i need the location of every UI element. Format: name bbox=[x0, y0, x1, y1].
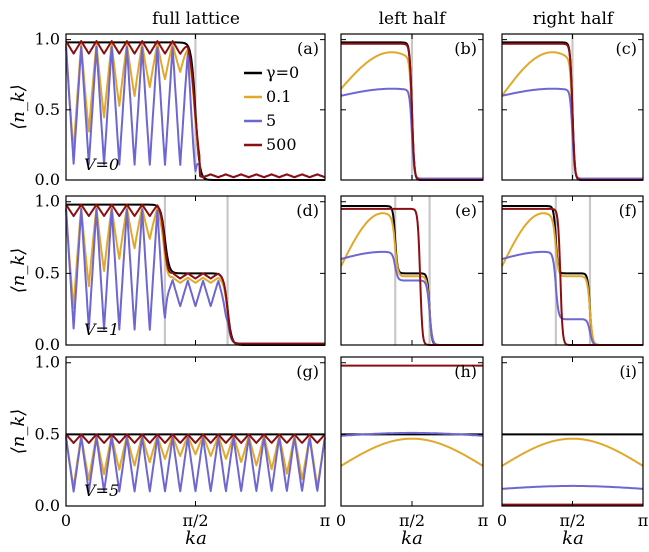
panel-label: (c) bbox=[616, 39, 637, 58]
panel-label: (b) bbox=[454, 39, 477, 58]
series-line-0.1 bbox=[501, 437, 644, 467]
x-tick-label: 0 bbox=[497, 511, 507, 530]
series-line-5 bbox=[65, 436, 326, 493]
panel-label: (i) bbox=[619, 362, 637, 381]
y-tick-label: 1.0 bbox=[35, 353, 60, 372]
v-label: V=1 bbox=[84, 320, 119, 339]
column-title-right-half: right half bbox=[533, 9, 615, 29]
series-line-5 bbox=[340, 250, 484, 346]
legend-label: 5 bbox=[266, 111, 276, 130]
column-title-full-lattice: full lattice bbox=[152, 9, 240, 29]
y-axis-label: ⟨n_k⟩ bbox=[8, 84, 29, 130]
panel-label: (d) bbox=[296, 201, 319, 220]
y-tick-label: 0.0 bbox=[35, 496, 60, 515]
legend-label: 0.1 bbox=[266, 87, 291, 106]
panel-label: (g) bbox=[296, 362, 319, 381]
y-tick-label: 0.5 bbox=[35, 100, 60, 119]
series-line-0.1 bbox=[340, 212, 484, 346]
x-tick-label: π/2 bbox=[399, 511, 425, 530]
panel-h: 0 π/2 π (h) bbox=[336, 356, 489, 530]
series-line-5 bbox=[340, 431, 484, 437]
panel-a: 0.0 0.5 1.0 (a) V=0 ⟨n_k⟩ bbox=[8, 30, 326, 189]
series-line-500 bbox=[65, 433, 326, 444]
x-tick-label: π bbox=[638, 511, 649, 530]
y-tick-label: 0.5 bbox=[35, 424, 60, 443]
panel-g: 0.0 0.5 1.0 0 π/2 π (g) V=5 ⟨n_k⟩ bbox=[8, 353, 330, 530]
x-axis-label-col2: ka bbox=[401, 528, 423, 549]
y-tick-label: 0.0 bbox=[35, 170, 60, 189]
panel-label: (a) bbox=[297, 39, 319, 58]
panel-grid: 0.0 0.5 1.0 (a) V=0 ⟨n_k⟩ (b) (c) 0.0 0.5 1.0 (d) V=… bbox=[8, 30, 648, 530]
panel-b: (b) bbox=[340, 33, 484, 181]
series-line-5 bbox=[501, 484, 644, 490]
y-tick-label: 1.0 bbox=[35, 30, 60, 49]
v-label: V=5 bbox=[84, 481, 119, 500]
series-line-0.1 bbox=[501, 212, 644, 346]
y-tick-label: 0.5 bbox=[35, 263, 60, 282]
panel-f: (f) bbox=[501, 195, 644, 346]
panel-label: (e) bbox=[455, 201, 477, 220]
legend-label: γ=0 bbox=[266, 63, 299, 82]
x-tick-label: π bbox=[320, 511, 331, 530]
y-tick-label: 1.0 bbox=[35, 192, 60, 211]
panel-c: (c) bbox=[501, 33, 644, 181]
series-line-500 bbox=[65, 40, 326, 179]
x-tick-label: 0 bbox=[61, 511, 71, 530]
x-tick-label: π bbox=[478, 511, 489, 530]
panel-label: (f) bbox=[619, 201, 637, 220]
y-tick-label: 0.0 bbox=[35, 335, 60, 354]
legend-label: 500 bbox=[266, 135, 297, 154]
series-line-500 bbox=[65, 203, 326, 345]
panel-label: (h) bbox=[454, 362, 477, 381]
legend: γ=0 0.1 5 500 bbox=[244, 63, 299, 154]
panel-d: 0.0 0.5 1.0 (d) V=1 ⟨n_k⟩ bbox=[8, 192, 326, 354]
x-tick-label: π/2 bbox=[559, 511, 585, 530]
x-tick-label: 0 bbox=[336, 511, 346, 530]
v-label: V=0 bbox=[84, 155, 119, 174]
y-axis-label: ⟨n_k⟩ bbox=[8, 409, 29, 455]
x-axis-label-col3: ka bbox=[562, 528, 584, 549]
series-line-0.1 bbox=[340, 437, 484, 467]
x-axis-label-col1: ka bbox=[185, 528, 207, 549]
column-title-left-half: left half bbox=[379, 9, 448, 29]
y-axis-label: ⟨n_k⟩ bbox=[8, 248, 29, 294]
x-tick-label: π/2 bbox=[182, 511, 208, 530]
series-line-0.1 bbox=[65, 434, 326, 489]
series-line-5 bbox=[501, 250, 644, 346]
panel-i: 0 π/2 π (i) bbox=[497, 356, 649, 530]
panel-e: (e) bbox=[340, 195, 484, 346]
